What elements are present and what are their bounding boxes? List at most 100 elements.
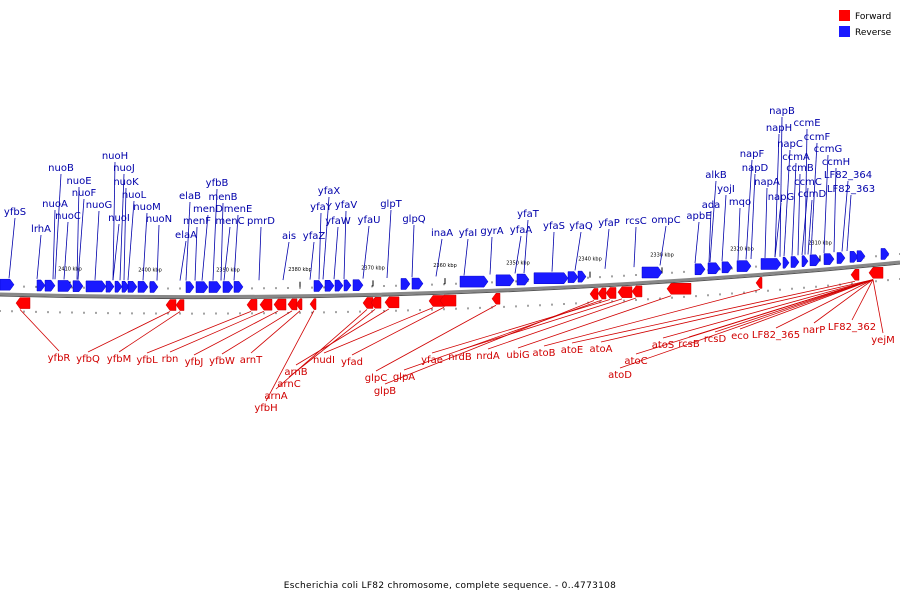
reverse-gene-label: nuoC bbox=[55, 211, 81, 222]
reverse-gene-feature bbox=[790, 256, 800, 268]
reverse-gene-feature bbox=[694, 263, 706, 276]
reverse-gene-feature bbox=[195, 281, 209, 293]
reverse-gene-leader bbox=[551, 231, 555, 272]
sequence-caption: Escherichia coli LF82 chromosome, comple… bbox=[284, 581, 616, 591]
reverse-gene-leader bbox=[220, 202, 224, 281]
reverse-gene-leader bbox=[745, 159, 753, 260]
forward-gene-feature bbox=[370, 297, 382, 309]
reverse-gene-leader bbox=[523, 219, 529, 274]
scale-tick-label: 2310 kbp bbox=[808, 240, 832, 246]
reverse-gene-leader bbox=[318, 212, 322, 280]
reverse-gene-leader bbox=[807, 199, 813, 255]
forward-gene-leader bbox=[688, 279, 874, 338]
forward-gene-feature bbox=[491, 292, 501, 305]
forward-gene-label: yfad bbox=[341, 357, 363, 368]
forward-gene-leader bbox=[543, 288, 761, 347]
forward-gene-leader bbox=[487, 297, 637, 350]
forward-gene-label: arnA bbox=[264, 391, 287, 402]
reverse-gene-label: ccmG bbox=[814, 144, 843, 155]
reverse-gene-label: ccmD bbox=[798, 189, 827, 200]
reverse-gene-feature bbox=[411, 277, 424, 290]
reverse-gene-leader bbox=[633, 226, 637, 268]
reverse-gene-feature bbox=[533, 272, 569, 284]
forward-gene-label: glpA bbox=[393, 372, 415, 383]
reverse-gene-label: nuoI bbox=[108, 213, 130, 224]
reverse-gene-leader bbox=[721, 194, 727, 262]
reverse-gene-feature bbox=[185, 281, 195, 293]
scale-tick-label: 2380 kbp bbox=[288, 267, 312, 273]
forward-gene-label: yfbQ bbox=[76, 354, 100, 365]
reverse-gene-leader bbox=[774, 202, 782, 258]
reverse-gene-leader bbox=[36, 234, 42, 279]
forward-gene-label: eco bbox=[731, 331, 749, 342]
forward-gene-label: nrdA bbox=[476, 351, 500, 362]
reverse-gene-label: yfaQ bbox=[569, 221, 593, 232]
reverse-gene-feature bbox=[127, 281, 138, 293]
reverse-gene-leader bbox=[112, 161, 116, 281]
reverse-gene-feature bbox=[707, 262, 721, 275]
reverse-gene-label: menD bbox=[193, 204, 223, 215]
reverse-gene-leader bbox=[846, 194, 852, 252]
forward-gene-label: LF82_365 bbox=[752, 330, 800, 341]
forward-gene-feature bbox=[287, 298, 298, 311]
reverse-gene-label: ccmC bbox=[794, 177, 822, 188]
forward-gene-feature bbox=[295, 298, 303, 311]
reverse-gene-feature bbox=[208, 281, 222, 293]
reverse-gene-feature bbox=[222, 281, 234, 293]
forward-gene-feature bbox=[850, 269, 860, 281]
forward-gene-feature bbox=[755, 277, 763, 289]
legend-forward-label: Forward bbox=[855, 12, 891, 22]
forward-gene-leader bbox=[872, 279, 884, 334]
forward-gene-leader bbox=[193, 310, 279, 356]
forward-gene-label: yfbH bbox=[254, 403, 277, 414]
reverse-gene-feature bbox=[233, 281, 244, 293]
reverse-gene-leader bbox=[322, 196, 330, 280]
reverse-gene-feature bbox=[849, 251, 859, 263]
reverse-gene-feature bbox=[36, 279, 46, 292]
reverse-gene-leader bbox=[201, 214, 209, 281]
forward-gene-leader bbox=[714, 279, 874, 333]
forward-gene-feature bbox=[273, 298, 287, 311]
reverse-gene-leader bbox=[514, 235, 522, 274]
reverse-gene-label: mqo bbox=[729, 197, 751, 208]
forward-gene-label: nrdB bbox=[448, 352, 472, 363]
reverse-gene-label: menF bbox=[183, 216, 211, 227]
reverse-gene-leader bbox=[489, 236, 493, 275]
reverse-gene-label: yfaY bbox=[310, 202, 333, 213]
reverse-gene-feature bbox=[567, 271, 579, 283]
reverse-gene-leader bbox=[810, 142, 818, 255]
reverse-gene-leader bbox=[185, 201, 191, 281]
reverse-gene-leader bbox=[797, 173, 801, 256]
reverse-gene-label: yfaA bbox=[510, 225, 533, 236]
forward-gene-label: atoD bbox=[608, 370, 632, 381]
forward-gene-leader bbox=[459, 298, 623, 351]
reverse-gene-label: napA bbox=[754, 177, 780, 188]
forward-gene-label: rcsB bbox=[678, 339, 700, 350]
forward-gene-leader bbox=[221, 310, 293, 355]
forward-gene-label: yfbM bbox=[107, 354, 131, 365]
reverse-gene-label: ada bbox=[702, 200, 721, 211]
forward-gene-leader bbox=[295, 308, 390, 366]
forward-gene-leader bbox=[146, 310, 252, 354]
reverse-gene-feature bbox=[352, 279, 364, 291]
reverse-gene-label: napD bbox=[742, 163, 769, 174]
reverse-gene-label: nuoB bbox=[48, 163, 74, 174]
forward-gene-leader bbox=[323, 307, 434, 354]
reverse-gene-leader bbox=[54, 173, 62, 280]
reverse-gene-label: nuoH bbox=[102, 151, 128, 162]
forward-gene-leader bbox=[87, 311, 171, 353]
forward-gene-feature bbox=[362, 297, 374, 309]
forward-gene-label: atoE bbox=[561, 345, 584, 356]
forward-gene-leader bbox=[351, 306, 445, 356]
forward-gene-label: arnT bbox=[240, 355, 263, 366]
reverse-gene-leader bbox=[574, 231, 582, 271]
reverse-gene-label: glpT bbox=[380, 199, 402, 210]
forward-gene-label: ubiG bbox=[506, 350, 529, 361]
forward-gene-feature bbox=[175, 299, 185, 311]
forward-gene-label: atoB bbox=[532, 348, 555, 359]
reverse-gene-leader bbox=[708, 210, 712, 263]
reverse-gene-leader bbox=[801, 187, 809, 255]
reverse-gene-label: menE bbox=[224, 204, 253, 215]
reverse-gene-leader bbox=[694, 221, 700, 264]
legend-reverse-swatch bbox=[839, 26, 850, 37]
